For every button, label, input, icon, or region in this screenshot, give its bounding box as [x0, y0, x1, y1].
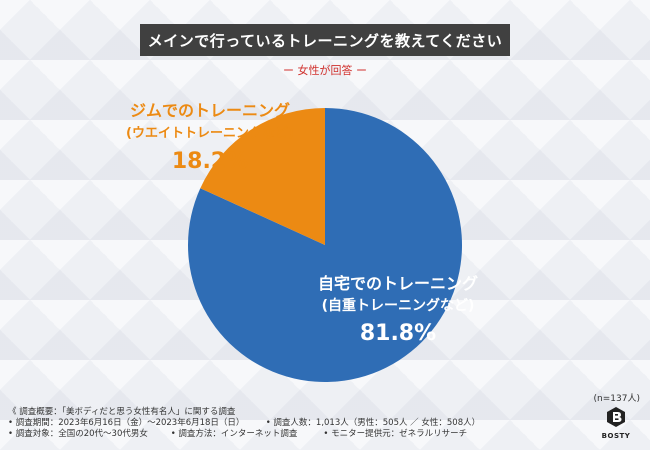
bosty-logo-icon: [607, 407, 625, 427]
home-slice-label: 自宅でのトレーニング: [318, 274, 478, 293]
gym-slice-sublabel: (ウエイトトレーニングなど): [126, 125, 294, 141]
pie-slice-gym: [200, 107, 325, 245]
chart-title: メインで行っているトレーニングを教えてください: [140, 24, 510, 56]
footer-target: • 調査対象：全国の20代～30代男女: [8, 429, 148, 439]
footer-period: • 調査期間：2023年6月16日（金）～2023年6月18日（日）: [8, 418, 245, 428]
footer-count: • 調査人数：1,013人（男性：505人 ／ 女性：508人）: [265, 418, 481, 428]
footer-provider: • モニター提供元：ゼネラルリサーチ: [323, 429, 468, 439]
gym-slice-label: ジムでのトレーニング: [130, 101, 290, 120]
logo-text: BOSTY: [601, 432, 631, 440]
survey-footer: 《 調査概要：「美ボディだと思う女性有名人」に関する調査 • 調査期間：2023…: [8, 407, 480, 440]
footer-line-1: 《 調査概要：「美ボディだと思う女性有名人」に関する調査: [8, 407, 236, 417]
gym-slice-value: 18.2%: [172, 149, 248, 174]
footer-method: • 調査方法：インターネット調査: [170, 429, 298, 439]
home-slice-sublabel: (自重トレーニングなど): [322, 297, 475, 314]
home-slice-value: 81.8%: [360, 321, 436, 346]
sample-size-label: (n=137人): [593, 394, 640, 404]
bosty-logo: BOSTY: [596, 406, 636, 440]
chart-subtitle: ー 女性が回答 ー: [283, 64, 367, 77]
